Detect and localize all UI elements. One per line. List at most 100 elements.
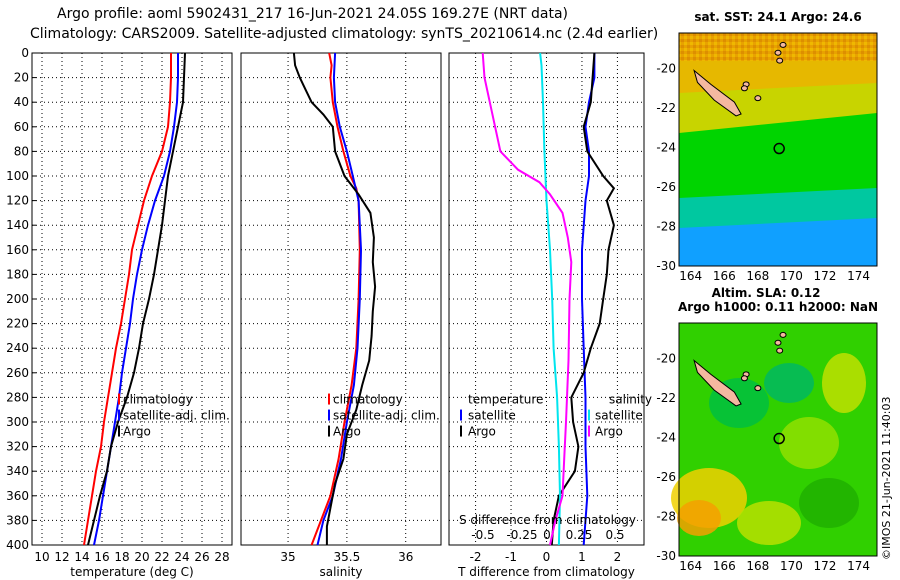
depth-tick-label: 260	[6, 366, 29, 380]
map-y-tick-label: -30	[656, 259, 676, 273]
legend-label: satellite-adj. clim.	[123, 409, 230, 423]
sla-map: 164 166 168 170 172 174 -20 -22 -24 -26 -28 -30 Alti…	[656, 286, 878, 573]
depth-tick-label: 0	[21, 46, 29, 60]
depth-tick-label: 160	[6, 243, 29, 257]
x-tick-label: 0	[543, 550, 551, 564]
depth-tick-label: 180	[6, 267, 29, 281]
legend-header: temperature	[468, 393, 543, 407]
sla-anomaly	[779, 417, 839, 469]
map-frame	[678, 32, 878, 267]
depth-tick-label: 380	[6, 513, 29, 527]
sla-anomaly	[799, 478, 859, 528]
depth-tick-label: 340	[6, 464, 29, 478]
depth-tick-label: 20	[14, 71, 29, 85]
depth-tick-label: 280	[6, 390, 29, 404]
island-outline	[693, 359, 742, 407]
map-x-tick-label: 172	[814, 269, 837, 283]
legend-label: Argo	[333, 425, 361, 439]
legend-label: Argo	[595, 425, 623, 439]
island-outline	[693, 69, 742, 117]
secondary-tick-label: 0	[543, 528, 551, 542]
legend-label: Argo	[468, 425, 496, 439]
x-tick-label: -2	[470, 550, 482, 564]
chart-difference: -2 -1 0 1 2T difference from climatology temp…	[448, 52, 652, 579]
depth-tick-label: 40	[14, 95, 29, 109]
depth-tick-label: 300	[6, 415, 29, 429]
map-y-tick-label: -20	[656, 62, 676, 76]
chart-salinity: 35 35.5 36 salinity climatology satellite-adj…	[240, 52, 442, 579]
sst-texture	[679, 33, 877, 61]
secondary-axis-label: S difference from climatology	[459, 513, 636, 527]
depth-tick-label: 60	[14, 120, 29, 134]
island-outline	[754, 385, 762, 392]
map-x-tick-label: 168	[746, 559, 769, 573]
map-x-tick-label: 170	[780, 269, 803, 283]
title-line-1: Argo profile: aoml 5902431_217 16-Jun-20…	[57, 6, 569, 22]
map-y-tick-label: -28	[656, 220, 676, 234]
map-y-tick-label: -24	[656, 141, 676, 155]
legend-header: salinity	[609, 393, 652, 407]
island-outline	[754, 95, 762, 102]
island-outline	[774, 49, 782, 56]
depth-tick-label: 220	[6, 317, 29, 331]
island-outline	[776, 57, 784, 64]
depth-tick-label: 140	[6, 218, 29, 232]
sst-map: 164 166 168 170 172 174 -20 -22 -24 -26 -28 -30 sat.…	[656, 10, 878, 283]
map-y-tick-label: -30	[656, 549, 676, 563]
x-tick-label: 1	[578, 550, 586, 564]
secondary-tick-label: 0.25	[566, 528, 593, 542]
x-axis-label: temperature (deg C)	[70, 565, 193, 579]
secondary-tick-label: -0.5	[471, 528, 494, 542]
x-tick-label: 10	[34, 550, 49, 564]
map-y-tick-label: -26	[656, 470, 676, 484]
map-y-tick-label: -26	[656, 180, 676, 194]
legend-label: satellite-adj. clim.	[333, 409, 440, 423]
argo-float-marker	[773, 432, 785, 445]
legend-label: satellite	[595, 409, 643, 423]
map-y-tick-label: -22	[656, 391, 676, 405]
sla-anomaly	[764, 363, 814, 403]
depth-tick-label: 200	[6, 292, 29, 306]
depth-tick-label: 360	[6, 489, 29, 503]
x-tick-label: 20	[134, 550, 149, 564]
map-y-tick-label: -22	[656, 101, 676, 115]
legend-label: climatology	[123, 393, 193, 407]
depth-tick-label: 320	[6, 440, 29, 454]
map-x-tick-label: 168	[746, 269, 769, 283]
map-title: Altim. SLA: 0.12	[712, 286, 821, 300]
x-tick-label: 35	[280, 550, 295, 564]
depth-tick-label: 400	[6, 538, 29, 552]
map-y-tick-label: -20	[656, 352, 676, 366]
series-line	[83, 53, 172, 546]
x-tick-label: 24	[174, 550, 189, 564]
x-tick-label: 28	[214, 550, 229, 564]
island-outline	[779, 331, 787, 338]
x-tick-label: 22	[154, 550, 169, 564]
secondary-tick-label: -0.25	[506, 528, 537, 542]
chart-temperature: 0 20 40 60 80 100 120 140 160 180 200 220 240 260 280 3…	[6, 46, 233, 579]
title-line-2: Climatology: CARS2009. Satellite-adjuste…	[30, 26, 659, 42]
x-axis-label: T difference from climatology	[457, 565, 635, 579]
x-tick-label: 2	[614, 550, 622, 564]
x-tick-label: 36	[398, 550, 413, 564]
x-tick-label: 26	[194, 550, 209, 564]
depth-tick-label: 120	[6, 194, 29, 208]
imos-watermark: ©IMOS 21-Jun-2021 11:40:03	[880, 396, 893, 560]
x-axis-label: salinity	[319, 565, 362, 579]
x-tick-label: 16	[94, 550, 109, 564]
map-x-tick-label: 164	[679, 559, 702, 573]
x-tick-label: -1	[505, 550, 517, 564]
sla-anomaly	[822, 353, 866, 413]
x-tick-label: 12	[54, 550, 69, 564]
map-x-tick-label: 174	[847, 269, 870, 283]
island-outline	[779, 41, 787, 48]
legend-label: Argo	[123, 425, 151, 439]
map-x-tick-label: 166	[713, 269, 736, 283]
map-subtitle: Argo h1000: 0.11 h2000: NaN	[678, 300, 878, 314]
depth-tick-label: 80	[14, 144, 29, 158]
island-outline	[774, 339, 782, 346]
map-frame	[678, 322, 878, 557]
x-tick-label: 35.5	[334, 550, 361, 564]
plot-frame	[240, 52, 442, 546]
